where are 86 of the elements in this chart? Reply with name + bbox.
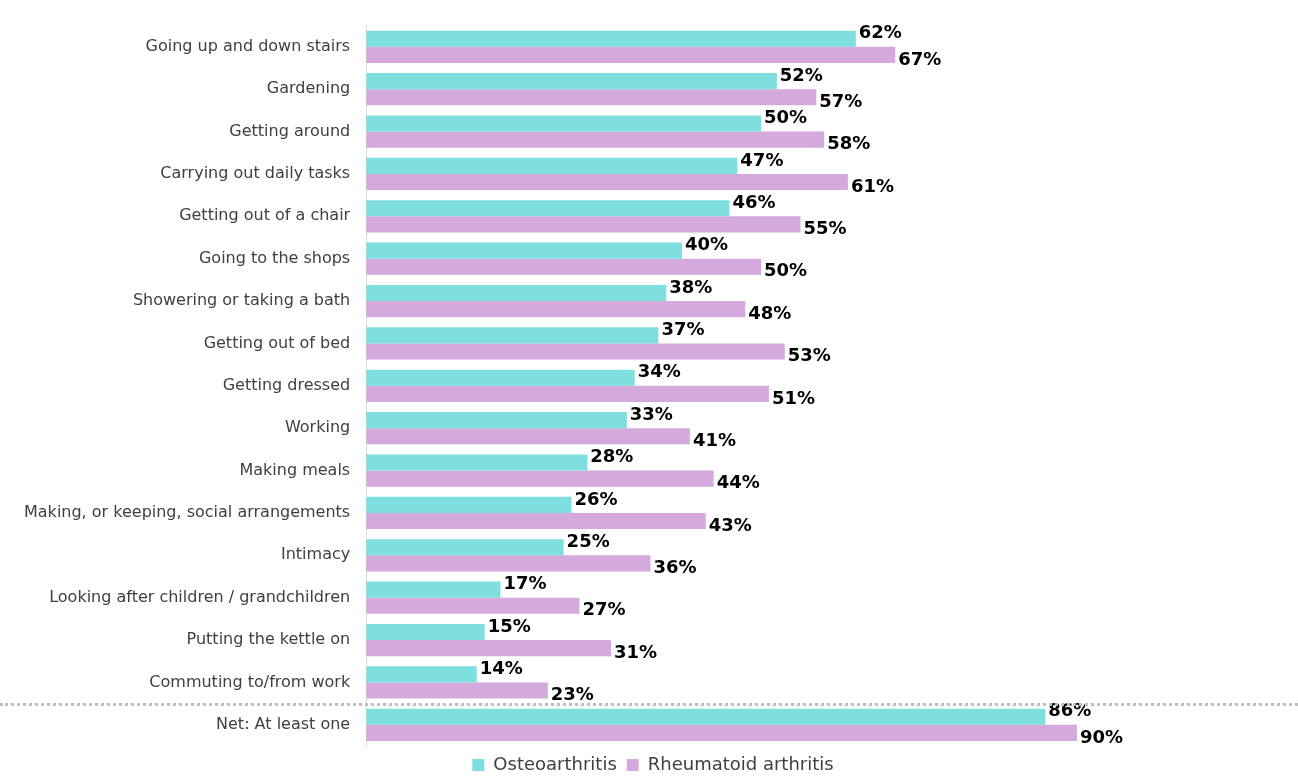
data-label: 50%	[764, 106, 808, 128]
data-label: 41%	[692, 428, 737, 450]
y-tick-label: Gardening	[266, 78, 351, 98]
bar	[366, 173, 848, 191]
data-label: 67%	[898, 47, 942, 69]
bar	[366, 343, 785, 360]
bar	[366, 708, 1046, 725]
data-label: 58%	[827, 132, 871, 154]
data-label: 36%	[653, 556, 697, 578]
data-label: 46%	[732, 190, 776, 212]
bar	[366, 115, 762, 132]
data-label: 48%	[748, 301, 792, 323]
bar	[366, 242, 683, 259]
data-label: 47%	[740, 148, 784, 170]
bar	[366, 30, 856, 47]
bar	[366, 597, 580, 614]
bar	[366, 284, 667, 302]
bar	[366, 385, 769, 402]
bar	[366, 496, 572, 513]
data-label: 23%	[550, 683, 594, 705]
data-label: 50%	[764, 259, 808, 281]
bar	[366, 131, 825, 148]
y-tick-label: Commuting to/from work	[149, 671, 351, 691]
data-label: 34%	[637, 360, 681, 382]
data-label: 40%	[685, 233, 729, 255]
y-tick-label: Making meals	[239, 459, 351, 479]
bar	[366, 73, 777, 90]
bar	[366, 555, 651, 572]
data-label: 33%	[629, 402, 673, 424]
bar	[366, 369, 635, 386]
y-tick-label: Going to the shops	[198, 247, 351, 267]
y-tick-label: Getting out of a chair	[179, 205, 351, 225]
y-tick-label: Showering or taking a bath	[132, 290, 351, 310]
legend-label: Rheumatoid arthritis	[647, 752, 834, 774]
data-label: 52%	[779, 63, 823, 85]
bar	[366, 216, 801, 233]
bar	[366, 258, 762, 275]
bar	[366, 581, 501, 598]
bar	[366, 512, 706, 530]
y-tick-label: Putting the kettle on	[186, 629, 351, 649]
data-label: 43%	[708, 513, 752, 535]
data-label: 27%	[582, 598, 626, 620]
data-label: 90%	[1079, 725, 1123, 747]
y-tick-label: Getting around	[229, 120, 351, 140]
bar	[366, 539, 564, 556]
data-label: 31%	[614, 640, 658, 662]
data-label: 44%	[716, 471, 760, 493]
data-label: 62%	[858, 21, 902, 43]
bar	[366, 623, 485, 641]
y-tick-label: Carrying out daily tasks	[160, 163, 351, 183]
data-label: 28%	[590, 445, 634, 467]
bar	[366, 428, 690, 445]
data-label: 14%	[479, 657, 523, 679]
bar	[366, 724, 1077, 741]
y-tick-label: Going up and down stairs	[145, 35, 351, 55]
bar	[366, 200, 730, 217]
bar	[366, 89, 817, 106]
y-tick-label: Looking after children / grandchildren	[49, 586, 351, 606]
data-label: 53%	[787, 344, 831, 366]
data-label: 57%	[819, 89, 863, 111]
data-label: 17%	[503, 572, 547, 594]
data-label: 61%	[850, 174, 894, 196]
bar	[366, 327, 659, 344]
data-label: 25%	[566, 529, 610, 551]
bar	[366, 682, 548, 699]
y-tick-label: Getting out of bed	[203, 332, 351, 352]
data-label: 37%	[661, 318, 705, 340]
y-tick-label: Making, or keeping, social arrangements	[24, 502, 351, 522]
data-label: 15%	[487, 614, 531, 636]
bar	[366, 46, 896, 63]
bar	[366, 412, 627, 429]
bar	[366, 301, 746, 318]
bar	[366, 640, 611, 657]
bar	[366, 470, 714, 487]
data-label: 51%	[771, 386, 816, 408]
data-label: 38%	[669, 275, 713, 297]
y-tick-label: Getting dressed	[222, 374, 351, 394]
y-tick-label: Intimacy	[280, 544, 351, 564]
bar	[366, 454, 588, 471]
bar	[366, 157, 738, 174]
bar	[366, 666, 477, 683]
legend-label: Osteoarthritis	[493, 752, 617, 774]
y-tick-label: Working	[284, 417, 351, 437]
y-tick-label: Net: At least one	[216, 713, 351, 733]
data-label: 26%	[574, 487, 618, 509]
data-label: 55%	[803, 217, 847, 239]
